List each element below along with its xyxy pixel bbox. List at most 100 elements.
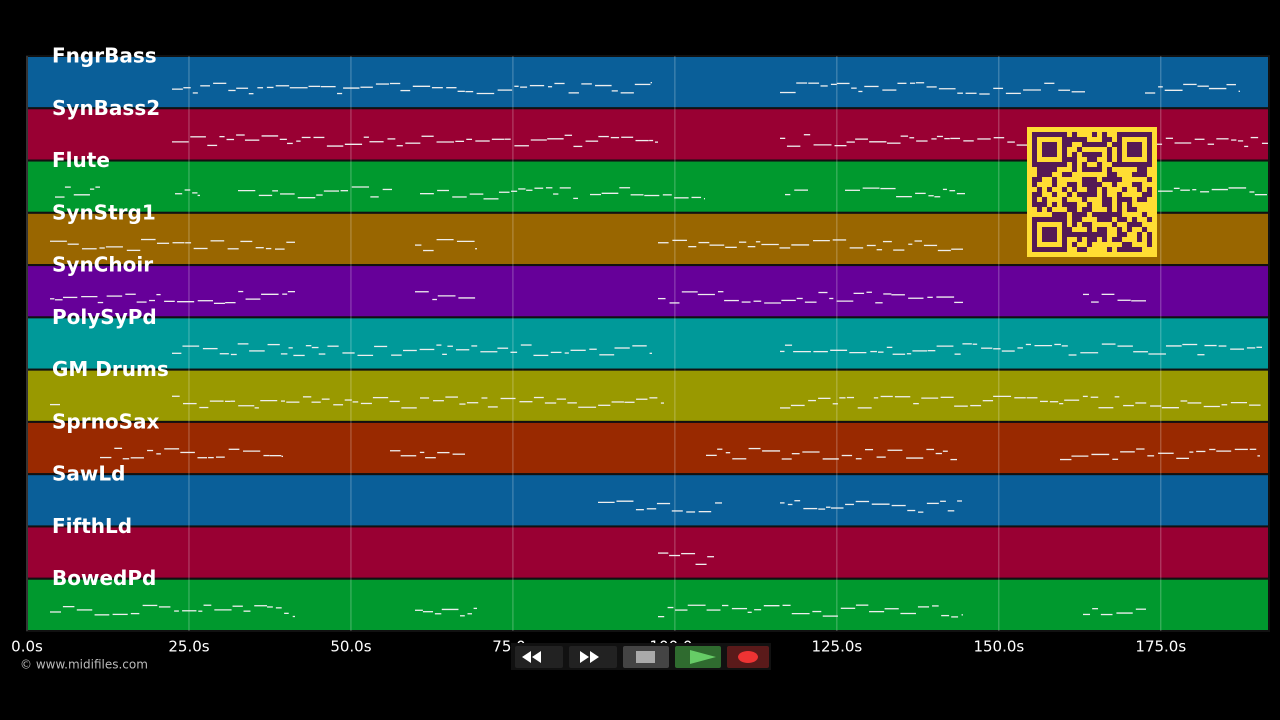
qr-cell <box>1127 142 1132 147</box>
qr-cell <box>1107 167 1112 172</box>
qr-cell <box>1042 172 1047 177</box>
qr-cell <box>1077 192 1082 197</box>
qr-cell <box>1062 242 1067 247</box>
qr-cell <box>1042 152 1047 157</box>
qr-cell <box>1132 222 1137 227</box>
qr-cell <box>1047 217 1052 222</box>
qr-cell <box>1137 182 1142 187</box>
rewind-button[interactable] <box>515 646 563 668</box>
track-label: SynStrg1 <box>52 200 156 224</box>
qr-cell <box>1047 132 1052 137</box>
qr-cell <box>1117 197 1122 202</box>
qr-cell <box>1052 162 1057 167</box>
qr-cell <box>1062 137 1067 142</box>
qr-cell <box>1062 227 1067 232</box>
qr-cell <box>1087 142 1092 147</box>
track-label: FifthLd <box>52 514 132 538</box>
qr-cell <box>1042 247 1047 252</box>
qr-cell <box>1142 212 1147 217</box>
qr-cell <box>1132 162 1137 167</box>
qr-cell <box>1137 222 1142 227</box>
qr-cell <box>1052 167 1057 172</box>
qr-cell <box>1072 182 1077 187</box>
qr-cell <box>1032 182 1037 187</box>
qr-cell <box>1147 177 1152 182</box>
qr-cell <box>1102 217 1107 222</box>
qr-cell <box>1087 182 1092 187</box>
qr-cell <box>1037 172 1042 177</box>
qr-cell <box>1067 182 1072 187</box>
qr-cell <box>1072 222 1077 227</box>
qr-cell <box>1147 187 1152 192</box>
qr-cell <box>1087 222 1092 227</box>
track-labels: FngrBass SynBass2 Flute SynStrg1 SynChoir Pol… <box>52 44 169 591</box>
qr-cell <box>1037 167 1042 172</box>
qr-cell <box>1097 142 1102 147</box>
qr-cell <box>1107 247 1112 252</box>
qr-cell <box>1032 202 1037 207</box>
qr-cell <box>1042 132 1047 137</box>
qr-cell <box>1047 172 1052 177</box>
track-row <box>26 55 1270 110</box>
record-button[interactable] <box>727 646 769 668</box>
qr-cell <box>1067 137 1072 142</box>
qr-cell <box>1097 217 1102 222</box>
qr-cell <box>1037 132 1042 137</box>
qr-cell <box>1087 242 1092 247</box>
qr-cell <box>1127 247 1132 252</box>
qr-cell <box>1117 202 1122 207</box>
qr-cell <box>1097 162 1102 167</box>
qr-cell <box>1087 152 1092 157</box>
qr-cell <box>1112 237 1117 242</box>
track-label: SprnoSax <box>52 409 159 433</box>
qr-code <box>1027 127 1157 257</box>
qr-cell <box>1127 162 1132 167</box>
qr-cell <box>1032 192 1037 197</box>
qr-cell <box>1112 182 1117 187</box>
qr-cell <box>1102 177 1107 182</box>
qr-cell <box>1057 217 1062 222</box>
qr-cell <box>1087 157 1092 162</box>
qr-cell <box>1052 227 1057 232</box>
qr-cell <box>1042 167 1047 172</box>
qr-cell <box>1082 182 1087 187</box>
stop-button[interactable] <box>623 646 669 668</box>
qr-cell <box>1142 192 1147 197</box>
qr-cell <box>1092 157 1097 162</box>
qr-cell <box>1077 212 1082 217</box>
qr-cell <box>1132 147 1137 152</box>
qr-cell <box>1077 137 1082 142</box>
qr-cell <box>1137 147 1142 152</box>
qr-cell <box>1082 152 1087 157</box>
qr-cell <box>1067 207 1072 212</box>
play-button[interactable] <box>675 646 721 668</box>
qr-cell <box>1032 217 1037 222</box>
qr-cell <box>1052 202 1057 207</box>
qr-cell <box>1067 157 1072 162</box>
qr-cell <box>1062 152 1067 157</box>
qr-cell <box>1097 232 1102 237</box>
qr-cell <box>1112 172 1117 177</box>
qr-cell <box>1042 162 1047 167</box>
qr-cell <box>1092 152 1097 157</box>
qr-cell <box>1087 227 1092 232</box>
qr-cell <box>1072 212 1077 217</box>
qr-cell <box>1042 147 1047 152</box>
qr-cell <box>1137 187 1142 192</box>
qr-cell <box>1147 137 1152 142</box>
qr-cell <box>1092 237 1097 242</box>
qr-cell <box>1122 232 1127 237</box>
qr-cell <box>1117 157 1122 162</box>
qr-cell <box>1147 157 1152 162</box>
qr-cell <box>1052 217 1057 222</box>
qr-cell <box>1042 237 1047 242</box>
fast-forward-button[interactable] <box>569 646 617 668</box>
qr-cell <box>1032 157 1037 162</box>
qr-cell <box>1117 142 1122 147</box>
qr-cell <box>1142 162 1147 167</box>
qr-cell <box>1092 192 1097 197</box>
qr-cell <box>1062 202 1067 207</box>
qr-cell <box>1137 132 1142 137</box>
qr-cell <box>1092 187 1097 192</box>
